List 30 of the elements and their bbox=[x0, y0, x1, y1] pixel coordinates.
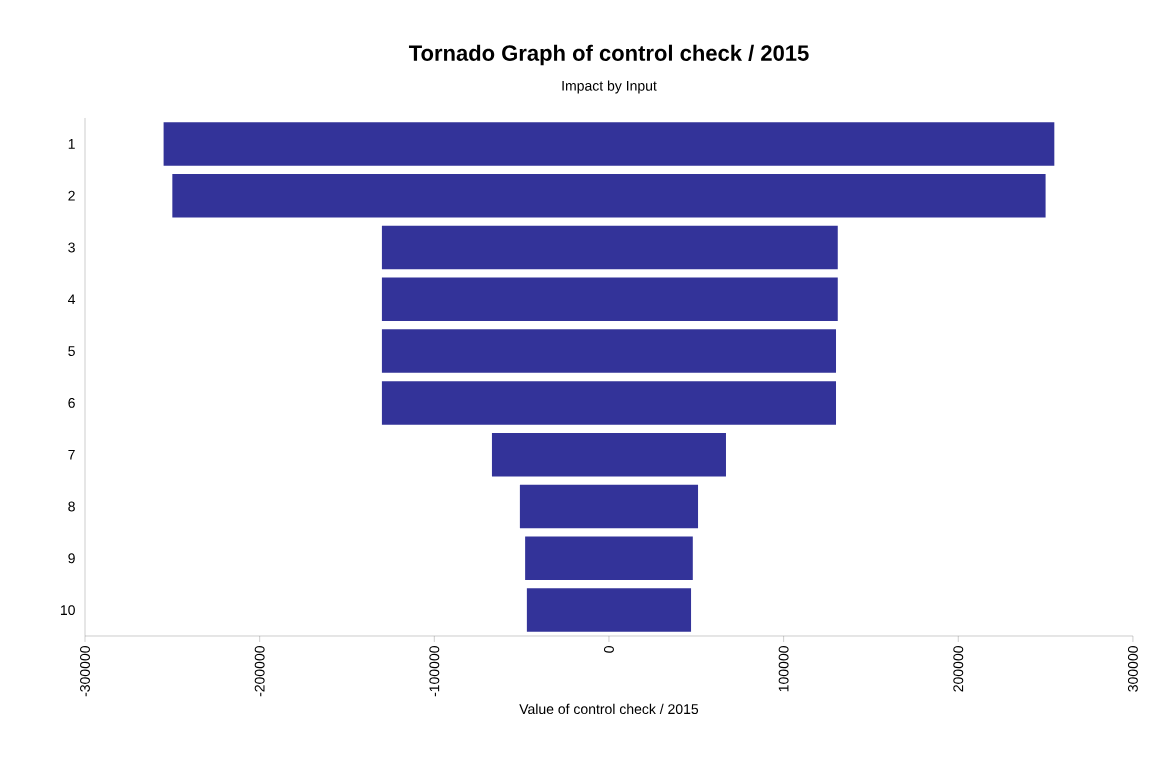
bar bbox=[381, 277, 838, 322]
bar bbox=[381, 225, 838, 270]
x-tick-label: -300000 bbox=[80, 646, 90, 697]
y-tick-label: 8 bbox=[68, 501, 75, 512]
y-tick-label: 6 bbox=[68, 397, 75, 408]
x-axis-title: Value of control check / 2015 bbox=[519, 703, 699, 715]
x-tick-label: -100000 bbox=[429, 646, 440, 697]
x-tick-label: 100000 bbox=[778, 646, 789, 692]
x-tick-label: 300000 bbox=[1127, 646, 1138, 692]
x-tick-label: 0 bbox=[604, 646, 614, 653]
bar bbox=[525, 536, 693, 581]
y-tick-label: 5 bbox=[68, 346, 75, 356]
bar bbox=[526, 588, 692, 632]
chart-title: Tornado Graph of control check / 2015 bbox=[408, 44, 809, 66]
y-tick-label: 2 bbox=[68, 190, 75, 201]
bar bbox=[491, 432, 726, 477]
x-tick-label: -200000 bbox=[254, 646, 265, 697]
bar bbox=[381, 381, 837, 425]
bar bbox=[163, 122, 1055, 166]
y-tick-label: 1 bbox=[68, 139, 75, 149]
y-tick-label: 10 bbox=[60, 605, 75, 616]
y-tick-label: 4 bbox=[68, 294, 76, 305]
y-tick-label: 3 bbox=[68, 242, 75, 253]
x-tick-label: 200000 bbox=[953, 646, 964, 692]
y-tick-label: 7 bbox=[68, 449, 75, 460]
bar bbox=[519, 484, 699, 529]
chart-subtitle: Impact by Input bbox=[562, 80, 657, 94]
bar bbox=[172, 173, 1046, 218]
y-tick-label: 9 bbox=[68, 553, 75, 564]
bar bbox=[381, 329, 837, 373]
